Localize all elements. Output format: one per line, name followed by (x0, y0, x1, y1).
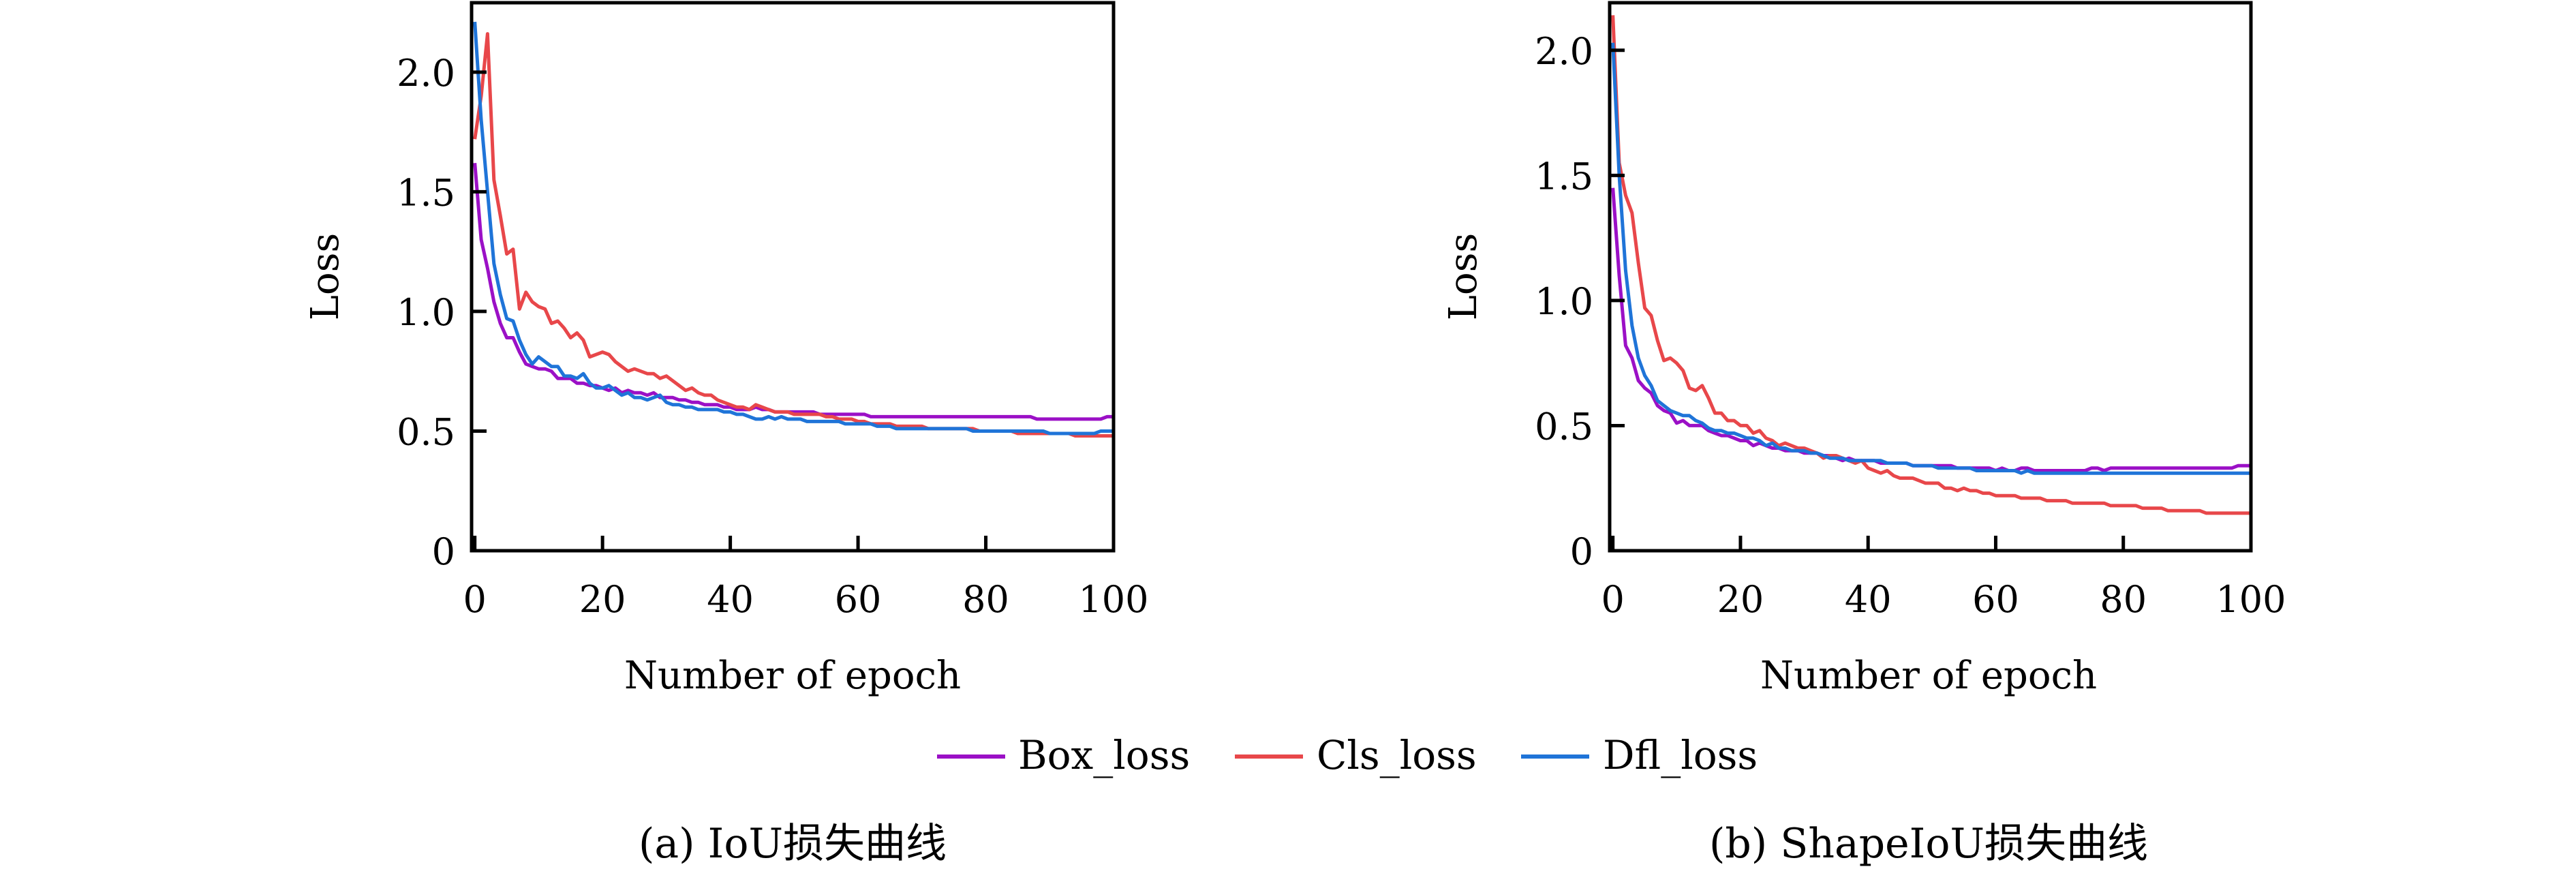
plot-lines-shapeiou (1611, 15, 2251, 515)
x-tick-label: 0 (1601, 578, 1625, 621)
y-tick-label: 2.0 (397, 52, 455, 95)
caption-shapeiou: (b) ShapeIoU损失曲线 (1709, 820, 2148, 868)
y-tick-label: 1.5 (397, 171, 455, 214)
x-axis-label-iou: Number of epoch (624, 654, 961, 698)
x-tick-label: 0 (463, 578, 487, 621)
axis-ticks-iou: 0 20 40 60 80 100 0 0.5 1.0 1.5 2.0 (397, 52, 1148, 621)
y-axis-label-shapeiou: Loss (1441, 233, 1486, 320)
legend: Box_loss Cls_loss Dfl_loss (937, 732, 1758, 778)
series-line-cls-loss (1611, 15, 2251, 515)
x-tick-label: 40 (1845, 578, 1892, 621)
legend-item-cls-loss: Cls_loss (1235, 732, 1477, 778)
y-axis-label-iou: Loss (303, 233, 348, 320)
y-tick-label: 2.0 (1535, 30, 1593, 73)
x-tick-label: 60 (1972, 578, 2019, 621)
y-tick-label: 1.5 (1535, 155, 1593, 198)
legend-item-dfl-loss: Dfl_loss (1521, 732, 1758, 778)
series-line-dfl-loss (1611, 42, 2251, 475)
chart-iou-loss: 0 20 40 60 80 100 0 0.5 1.0 1.5 2.0 Loss Number of… (303, 1, 1149, 868)
y-tick-label: 0.5 (1535, 405, 1593, 448)
x-tick-label: 100 (1078, 578, 1148, 621)
y-tick-label: 0.5 (397, 410, 455, 453)
plot-frame-shapeiou (1608, 1, 2253, 553)
y-tick-label: 1.0 (397, 291, 455, 334)
legend-label-cls-loss: Cls_loss (1317, 732, 1477, 778)
y-tick-label: 0 (432, 530, 455, 573)
chart-shapeiou-loss: 0 20 40 60 80 100 0 0.5 1.0 1.5 2.0 Loss Number of… (1441, 1, 2286, 868)
legend-item-box-loss: Box_loss (937, 732, 1190, 778)
plot-frame-iou (470, 1, 1116, 553)
x-axis-label-shapeiou: Number of epoch (1760, 654, 2097, 698)
caption-iou: (a) IoU损失曲线 (639, 820, 947, 868)
x-tick-label: 20 (579, 578, 626, 621)
series-line-dfl-loss (473, 21, 1114, 436)
x-tick-label: 40 (707, 578, 754, 621)
x-tick-label: 80 (2100, 578, 2147, 621)
y-tick-label: 1.0 (1535, 280, 1593, 323)
x-tick-label: 20 (1717, 578, 1764, 621)
x-tick-label: 80 (962, 578, 1009, 621)
x-tick-label: 100 (2215, 578, 2286, 621)
y-tick-label: 0 (1570, 530, 1593, 573)
plot-lines-iou (473, 21, 1114, 438)
axis-ticks-shapeiou: 0 20 40 60 80 100 0 0.5 1.0 1.5 2.0 (1535, 30, 2286, 621)
legend-label-dfl-loss: Dfl_loss (1603, 732, 1758, 778)
series-line-box-loss (473, 162, 1114, 421)
legend-label-box-loss: Box_loss (1018, 732, 1190, 778)
x-tick-label: 60 (835, 578, 882, 621)
